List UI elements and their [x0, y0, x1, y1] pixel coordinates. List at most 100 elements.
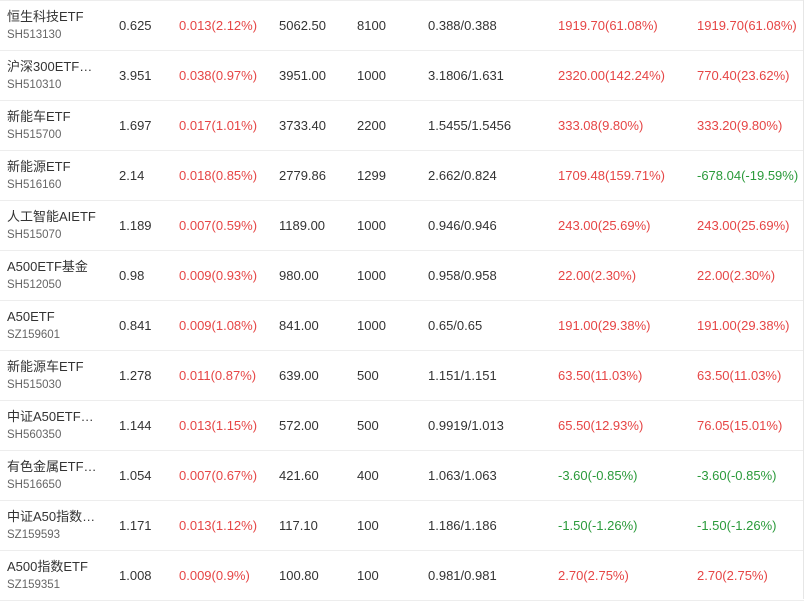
cost-basis: 3.1806/1.631: [428, 68, 504, 83]
current-price: 0.841: [119, 318, 152, 333]
fund-name: 中证A50ETF…: [7, 409, 94, 424]
table-row[interactable]: 新能车ETF SH515700 1.697 0.017(1.01%) 3733.40 22…: [0, 101, 804, 151]
fund-code: SH512050: [7, 279, 62, 291]
fund-name-cell[interactable]: 新能源车ETF SH515030: [7, 351, 107, 400]
share-count: 1299: [357, 168, 386, 183]
daily-change: 0.007(0.59%): [179, 218, 258, 233]
daily-change: 0.009(0.93%): [179, 268, 258, 283]
fund-name: 有色金属ETF…: [7, 459, 97, 474]
fund-code: SH513130: [7, 29, 62, 41]
cost-basis: 1.5455/1.5456: [428, 118, 512, 133]
fund-code: SZ159593: [7, 529, 61, 541]
current-price: 1.171: [119, 518, 152, 533]
fund-code: SH515030: [7, 379, 62, 391]
holding-profit: 1919.70(61.08%): [697, 18, 797, 33]
current-price: 0.98: [119, 268, 145, 283]
daily-change: 0.009(0.9%): [179, 568, 250, 583]
holding-profit: 76.05(15.01%): [697, 418, 783, 433]
fund-name: 沪深300ETF…: [7, 59, 93, 74]
fund-name-cell[interactable]: A500指数ETF SZ159351: [7, 551, 107, 600]
fund-name-cell[interactable]: 中证A50指数… SZ159593: [7, 501, 107, 550]
fund-name-cell[interactable]: 沪深300ETF… SH510310: [7, 51, 107, 100]
cost-basis: 0.388/0.388: [428, 18, 497, 33]
total-profit: -1.50(-1.26%): [558, 518, 638, 533]
holding-profit: 63.50(11.03%): [697, 368, 782, 383]
market-value: 841.00: [279, 318, 319, 333]
daily-change: 0.018(0.85%): [179, 168, 258, 183]
table-row[interactable]: A500指数ETF SZ159351 1.008 0.009(0.9%) 100.80 1…: [0, 551, 804, 601]
market-value: 421.60: [279, 468, 319, 483]
cost-basis: 1.186/1.186: [428, 518, 497, 533]
share-count: 1000: [357, 218, 386, 233]
total-profit: 63.50(11.03%): [558, 368, 643, 383]
market-value: 117.10: [279, 518, 318, 533]
share-count: 500: [357, 418, 379, 433]
fund-code: SH560350: [7, 429, 62, 441]
fund-code: SZ159601: [7, 329, 61, 341]
fund-name-cell[interactable]: 新能车ETF SH515700: [7, 101, 107, 150]
total-profit: 65.50(12.93%): [558, 418, 644, 433]
fund-name-cell[interactable]: A500ETF基金 SH512050: [7, 251, 107, 300]
daily-change: 0.013(1.15%): [179, 418, 258, 433]
holding-profit: 243.00(25.69%): [697, 218, 790, 233]
daily-change: 0.013(2.12%): [179, 18, 258, 33]
current-price: 0.625: [119, 18, 152, 33]
current-price: 1.189: [119, 218, 152, 233]
current-price: 3.951: [119, 68, 152, 83]
share-count: 1000: [357, 268, 386, 283]
total-profit: 1709.48(159.71%): [558, 168, 665, 183]
market-value: 100.80: [279, 568, 319, 583]
table-row[interactable]: A500ETF基金 SH512050 0.98 0.009(0.93%) 980.00 1…: [0, 251, 804, 301]
fund-name-cell[interactable]: 人工智能AIETF SH515070: [7, 201, 107, 250]
fund-name-cell[interactable]: 有色金属ETF… SH516650: [7, 451, 107, 500]
fund-name: 中证A50指数…: [7, 509, 96, 524]
fund-code: SZ159351: [7, 579, 61, 591]
fund-name: A500ETF基金: [7, 259, 88, 274]
cost-basis: 1.151/1.151: [428, 368, 497, 383]
table-row[interactable]: 人工智能AIETF SH515070 1.189 0.007(0.59%) 1189.0…: [0, 201, 804, 251]
current-price: 1.697: [119, 118, 152, 133]
fund-name-cell[interactable]: A50ETF SZ159601: [7, 301, 107, 350]
holding-profit: 22.00(2.30%): [697, 268, 776, 283]
table-row[interactable]: 有色金属ETF… SH516650 1.054 0.007(0.67%) 421.60 4…: [0, 451, 804, 501]
fund-name-cell[interactable]: 恒生科技ETF SH513130: [7, 1, 107, 50]
table-row[interactable]: 恒生科技ETF SH513130 0.625 0.013(2.12%) 5062.50 8…: [0, 1, 804, 51]
cost-basis: 0.65/0.65: [428, 318, 483, 333]
fund-name: A500指数ETF: [7, 559, 88, 574]
daily-change: 0.038(0.97%): [179, 68, 258, 83]
current-price: 1.278: [119, 368, 152, 383]
daily-change: 0.009(1.08%): [179, 318, 258, 333]
fund-name: 新能源ETF: [7, 159, 71, 174]
daily-change: 0.007(0.67%): [179, 468, 258, 483]
fund-name-cell[interactable]: 新能源ETF SH516160: [7, 151, 107, 200]
table-row[interactable]: 中证A50指数… SZ159593 1.171 0.013(1.12%) 117.10 1…: [0, 501, 804, 551]
current-price: 1.144: [119, 418, 152, 433]
fund-code: SH510310: [7, 79, 62, 91]
table-row[interactable]: 新能源车ETF SH515030 1.278 0.011(0.87%) 639.00 50…: [0, 351, 804, 401]
fund-code: SH516650: [7, 479, 62, 491]
holding-profit: -1.50(-1.26%): [697, 518, 777, 533]
holding-profit: 191.00(29.38%): [697, 318, 790, 333]
table-row[interactable]: 中证A50ETF… SH560350 1.144 0.013(1.15%) 572.00…: [0, 401, 804, 451]
market-value: 3951.00: [279, 68, 326, 83]
share-count: 2200: [357, 118, 386, 133]
fund-code: SH516160: [7, 179, 62, 191]
holding-profit: -678.04(-19.59%): [697, 168, 799, 183]
cost-basis: 1.063/1.063: [428, 468, 497, 483]
daily-change: 0.011(0.87%): [179, 368, 257, 383]
holding-profit: 333.20(9.80%): [697, 118, 783, 133]
holding-profit: 770.40(23.62%): [697, 68, 790, 83]
market-value: 639.00: [279, 368, 319, 383]
table-row[interactable]: 新能源ETF SH516160 2.14 0.018(0.85%) 2779.86 129…: [0, 151, 804, 201]
fund-name: 新能源车ETF: [7, 359, 84, 374]
share-count: 500: [357, 368, 379, 383]
market-value: 3733.40: [279, 118, 326, 133]
table-row[interactable]: 沪深300ETF… SH510310 3.951 0.038(0.97%) 3951.0…: [0, 51, 804, 101]
cost-basis: 2.662/0.824: [428, 168, 497, 183]
share-count: 1000: [357, 318, 386, 333]
table-row[interactable]: A50ETF SZ159601 0.841 0.009(1.08%) 841.00 100…: [0, 301, 804, 351]
current-price: 1.054: [119, 468, 152, 483]
fund-name: 新能车ETF: [7, 109, 71, 124]
fund-name-cell[interactable]: 中证A50ETF… SH560350: [7, 401, 107, 450]
